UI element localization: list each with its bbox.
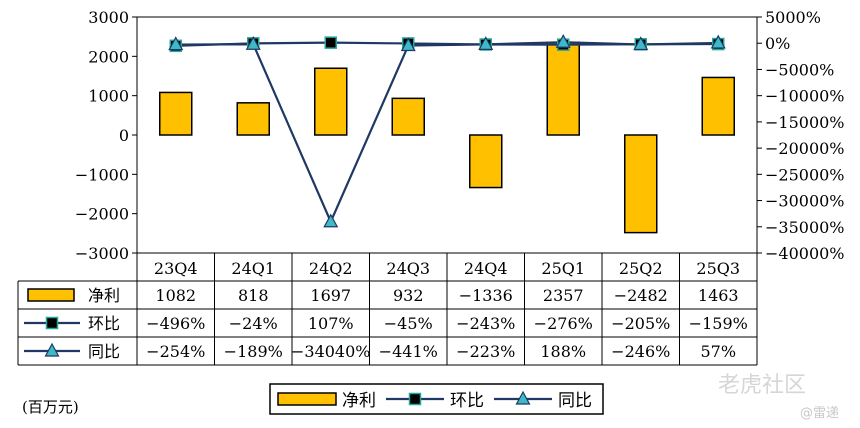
y-right-tick-label: −30000% bbox=[765, 192, 845, 211]
table-cell: 107% bbox=[308, 314, 354, 333]
point-triangle bbox=[245, 35, 261, 50]
y-left-tick-label: 2000 bbox=[88, 47, 129, 66]
y-right-tick-label: −15000% bbox=[765, 113, 845, 132]
point-triangle bbox=[323, 213, 339, 228]
y-right-tick-label: −25000% bbox=[765, 165, 845, 184]
table-row-label: 同比 bbox=[88, 342, 120, 361]
table-cell: −34040% bbox=[291, 342, 371, 361]
x-tick-label: 23Q4 bbox=[154, 259, 198, 278]
y-right-tick-label: −5000% bbox=[765, 60, 834, 79]
y-left-tick-label: 3000 bbox=[88, 8, 129, 27]
point-triangle bbox=[400, 37, 416, 52]
table-cell: −276% bbox=[534, 314, 593, 333]
table-key-square bbox=[45, 316, 59, 330]
y-left-tick-label: 0 bbox=[119, 126, 129, 145]
bar bbox=[236, 102, 270, 136]
point-triangle bbox=[168, 36, 184, 51]
watermark-sub: @雷递 bbox=[800, 406, 840, 421]
point-triangle bbox=[478, 36, 494, 50]
unit-label: (百万元) bbox=[22, 398, 79, 416]
bar bbox=[546, 41, 580, 136]
x-tick-label: 25Q3 bbox=[696, 259, 740, 278]
x-tick-label: 24Q4 bbox=[464, 259, 508, 278]
table-cell: 57% bbox=[700, 342, 736, 361]
table-cell: −246% bbox=[611, 342, 670, 361]
legend-key-bar bbox=[277, 392, 337, 406]
bar bbox=[701, 76, 735, 136]
table-cell: −159% bbox=[689, 314, 748, 333]
table-key-triangle bbox=[44, 342, 60, 357]
table-cell: −223% bbox=[456, 342, 515, 361]
point-triangle bbox=[555, 33, 571, 48]
bar bbox=[391, 97, 425, 136]
y-right-tick-label: −35000% bbox=[765, 218, 845, 237]
legend-label: 环比 bbox=[450, 391, 484, 411]
table-cell: 1463 bbox=[698, 286, 739, 305]
x-tick-label: 24Q1 bbox=[231, 259, 275, 278]
table-cell: −441% bbox=[379, 342, 438, 361]
legend-label: 净利 bbox=[342, 391, 376, 411]
y-left-tick-label: 1000 bbox=[88, 87, 129, 106]
y-right-tick-label: 5000% bbox=[765, 8, 821, 27]
table-cell: −205% bbox=[611, 314, 670, 333]
table-key-bar bbox=[27, 288, 75, 302]
legend-key-triangle bbox=[515, 390, 531, 405]
table-cell: 1082 bbox=[155, 286, 196, 305]
table-row-label: 环比 bbox=[88, 314, 120, 333]
point-triangle bbox=[710, 34, 726, 49]
table-cell: −1336 bbox=[459, 286, 513, 305]
bar bbox=[159, 91, 193, 136]
table-cell: −243% bbox=[456, 314, 515, 333]
line-series bbox=[175, 41, 719, 225]
point-square bbox=[324, 36, 337, 49]
y-left-tick-label: −1000 bbox=[75, 165, 129, 184]
table-cell: 1697 bbox=[310, 286, 351, 305]
table-cell: −2482 bbox=[614, 286, 668, 305]
bar bbox=[314, 67, 348, 136]
y-right-tick-label: −40000% bbox=[765, 244, 845, 263]
y-right-tick-label: −10000% bbox=[765, 87, 845, 106]
table-cell: −24% bbox=[229, 314, 278, 333]
x-tick-label: 24Q3 bbox=[386, 259, 430, 278]
table-cell: 188% bbox=[540, 342, 586, 361]
y-right-tick-label: 0% bbox=[765, 34, 790, 53]
bar bbox=[469, 134, 503, 189]
bar bbox=[624, 134, 658, 234]
table-cell: 932 bbox=[393, 286, 424, 305]
x-tick-label: 25Q2 bbox=[619, 259, 663, 278]
y-left-tick-label: −3000 bbox=[75, 244, 129, 263]
table-cell: 818 bbox=[238, 286, 269, 305]
point-triangle bbox=[633, 36, 649, 51]
legend-label: 同比 bbox=[558, 391, 592, 411]
y-left-tick-label: −2000 bbox=[75, 205, 129, 224]
watermark: 老虎社区 bbox=[718, 373, 807, 398]
legend-key-square bbox=[408, 392, 422, 406]
x-tick-label: 24Q2 bbox=[309, 259, 353, 278]
plot-area bbox=[136, 16, 758, 254]
table-cell: −45% bbox=[384, 314, 433, 333]
table-cell: −496% bbox=[146, 314, 205, 333]
table-cell: −254% bbox=[146, 342, 205, 361]
table-cell: −189% bbox=[224, 342, 283, 361]
y-right-tick-label: −20000% bbox=[765, 139, 845, 158]
table-cell: 2357 bbox=[543, 286, 584, 305]
table-row-label: 净利 bbox=[88, 286, 120, 305]
x-tick-label: 25Q1 bbox=[541, 259, 585, 278]
